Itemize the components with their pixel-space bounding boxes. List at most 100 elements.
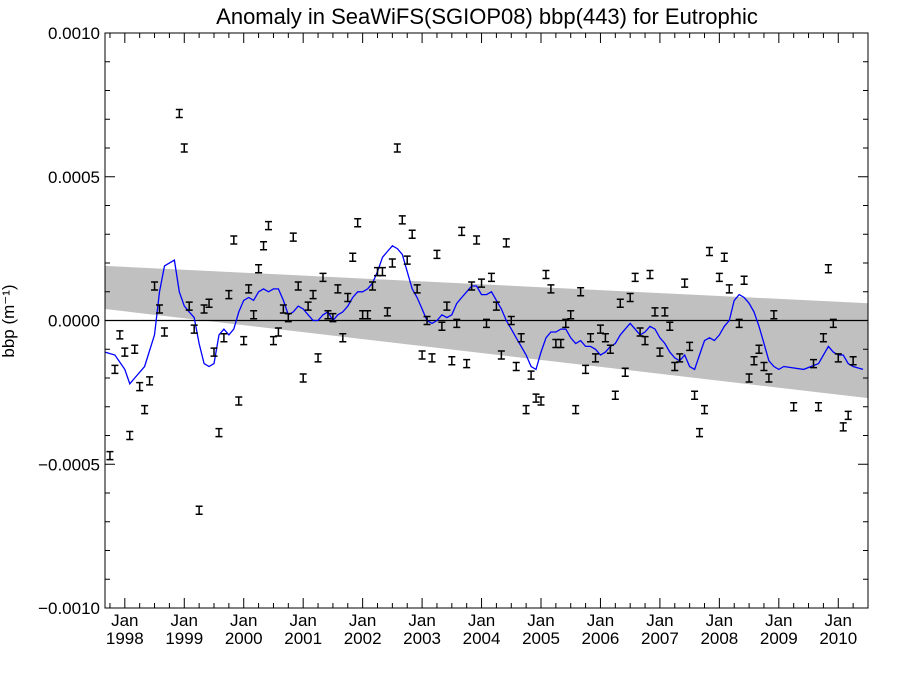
- data-point: [255, 264, 263, 274]
- data-point: [651, 307, 659, 317]
- data-point: [418, 350, 426, 360]
- data-point: [136, 381, 144, 392]
- x-tick-month-label: Jan: [825, 611, 852, 630]
- data-point: [250, 310, 258, 320]
- data-point: [121, 347, 129, 357]
- x-tick-month-label: Jan: [587, 611, 614, 630]
- data-point: [324, 310, 332, 320]
- data-point: [235, 396, 243, 406]
- smoothed-line-layer: [104, 244, 864, 386]
- data-point: [676, 353, 684, 363]
- x-tick-year-label: 2009: [760, 629, 798, 648]
- axes-layer: 0.00100.00050.0000−0.0005−0.0010Jan1998J…: [38, 24, 869, 648]
- chart-title: Anomaly in SeaWiFS(SGIOP08) bbp(443) for…: [216, 4, 758, 29]
- x-tick-year-label: 2008: [700, 629, 738, 648]
- data-point: [294, 281, 302, 291]
- data-point: [339, 333, 347, 343]
- data-point: [814, 402, 822, 412]
- data-point: [656, 347, 664, 357]
- x-tick-year-label: 2004: [463, 629, 501, 648]
- x-tick-year-label: 2003: [403, 629, 441, 648]
- data-point: [458, 226, 466, 237]
- data-point: [329, 312, 337, 323]
- x-tick-year-label: 2006: [582, 629, 620, 648]
- x-tick-month-label: Jan: [349, 611, 376, 630]
- data-point: [715, 272, 723, 283]
- data-point: [388, 258, 396, 268]
- data-point: [567, 310, 575, 320]
- data-point: [433, 249, 441, 260]
- data-point: [274, 327, 282, 337]
- data-point: [383, 307, 391, 317]
- data-point: [106, 450, 114, 461]
- data-point: [230, 235, 238, 245]
- data-point: [611, 390, 619, 400]
- data-point: [111, 364, 119, 375]
- data-point: [492, 301, 500, 311]
- data-point: [483, 318, 490, 329]
- data-point: [354, 218, 362, 228]
- data-point: [151, 281, 159, 291]
- x-tick-year-label: 2002: [344, 629, 382, 648]
- data-point: [195, 505, 203, 515]
- data-point: [592, 353, 599, 363]
- x-tick-month-label: Jan: [646, 611, 673, 630]
- x-tick-month-label: Jan: [706, 611, 733, 630]
- x-tick-year-label: 2007: [641, 629, 679, 648]
- x-tick-year-label: 2001: [284, 629, 322, 648]
- data-point: [408, 229, 416, 239]
- x-tick-month-label: Jan: [171, 611, 198, 630]
- x-tick-month-label: Jan: [468, 611, 495, 630]
- data-point: [701, 404, 708, 415]
- data-point: [720, 252, 728, 262]
- x-tick-month-label: Jan: [527, 611, 554, 630]
- data-points-layer: [106, 108, 857, 515]
- data-point: [260, 241, 268, 251]
- data-point: [448, 356, 456, 366]
- data-point: [225, 289, 233, 300]
- data-point: [502, 238, 510, 248]
- data-point: [542, 269, 550, 280]
- trend-confidence-band: [105, 265, 868, 399]
- data-point: [468, 281, 476, 291]
- data-point: [829, 318, 837, 329]
- data-point: [289, 232, 297, 242]
- x-tick-month-label: Jan: [765, 611, 792, 630]
- data-point: [349, 252, 357, 262]
- data-point: [403, 255, 411, 265]
- data-point: [473, 235, 481, 245]
- data-point: [478, 278, 486, 288]
- data-point: [319, 272, 327, 283]
- data-point: [240, 335, 248, 346]
- data-point: [537, 396, 545, 406]
- data-point: [284, 312, 292, 323]
- data-point: [686, 341, 694, 352]
- data-point: [621, 367, 629, 377]
- data-point: [393, 143, 401, 153]
- y-tick-label: 0.0000: [48, 312, 100, 331]
- y-tick-label: −0.0005: [38, 455, 100, 474]
- data-point: [463, 358, 471, 369]
- data-point: [557, 338, 565, 349]
- data-point: [824, 264, 832, 274]
- data-point: [309, 289, 317, 300]
- data-point: [369, 281, 377, 291]
- data-point: [606, 344, 614, 354]
- data-point: [740, 275, 748, 285]
- data-point: [834, 353, 842, 363]
- data-point: [364, 310, 372, 320]
- data-point: [735, 318, 743, 329]
- data-point: [839, 422, 847, 432]
- data-point: [443, 301, 451, 311]
- data-point: [374, 266, 381, 277]
- data-point: [522, 404, 530, 415]
- data-point: [517, 333, 525, 343]
- data-point: [681, 278, 689, 288]
- data-point: [344, 292, 352, 303]
- data-point: [755, 344, 763, 354]
- data-point: [666, 321, 674, 331]
- x-tick-year-label: 1999: [165, 629, 203, 648]
- data-point: [175, 108, 183, 119]
- y-axis-label: bbp (m⁻¹): [0, 284, 18, 357]
